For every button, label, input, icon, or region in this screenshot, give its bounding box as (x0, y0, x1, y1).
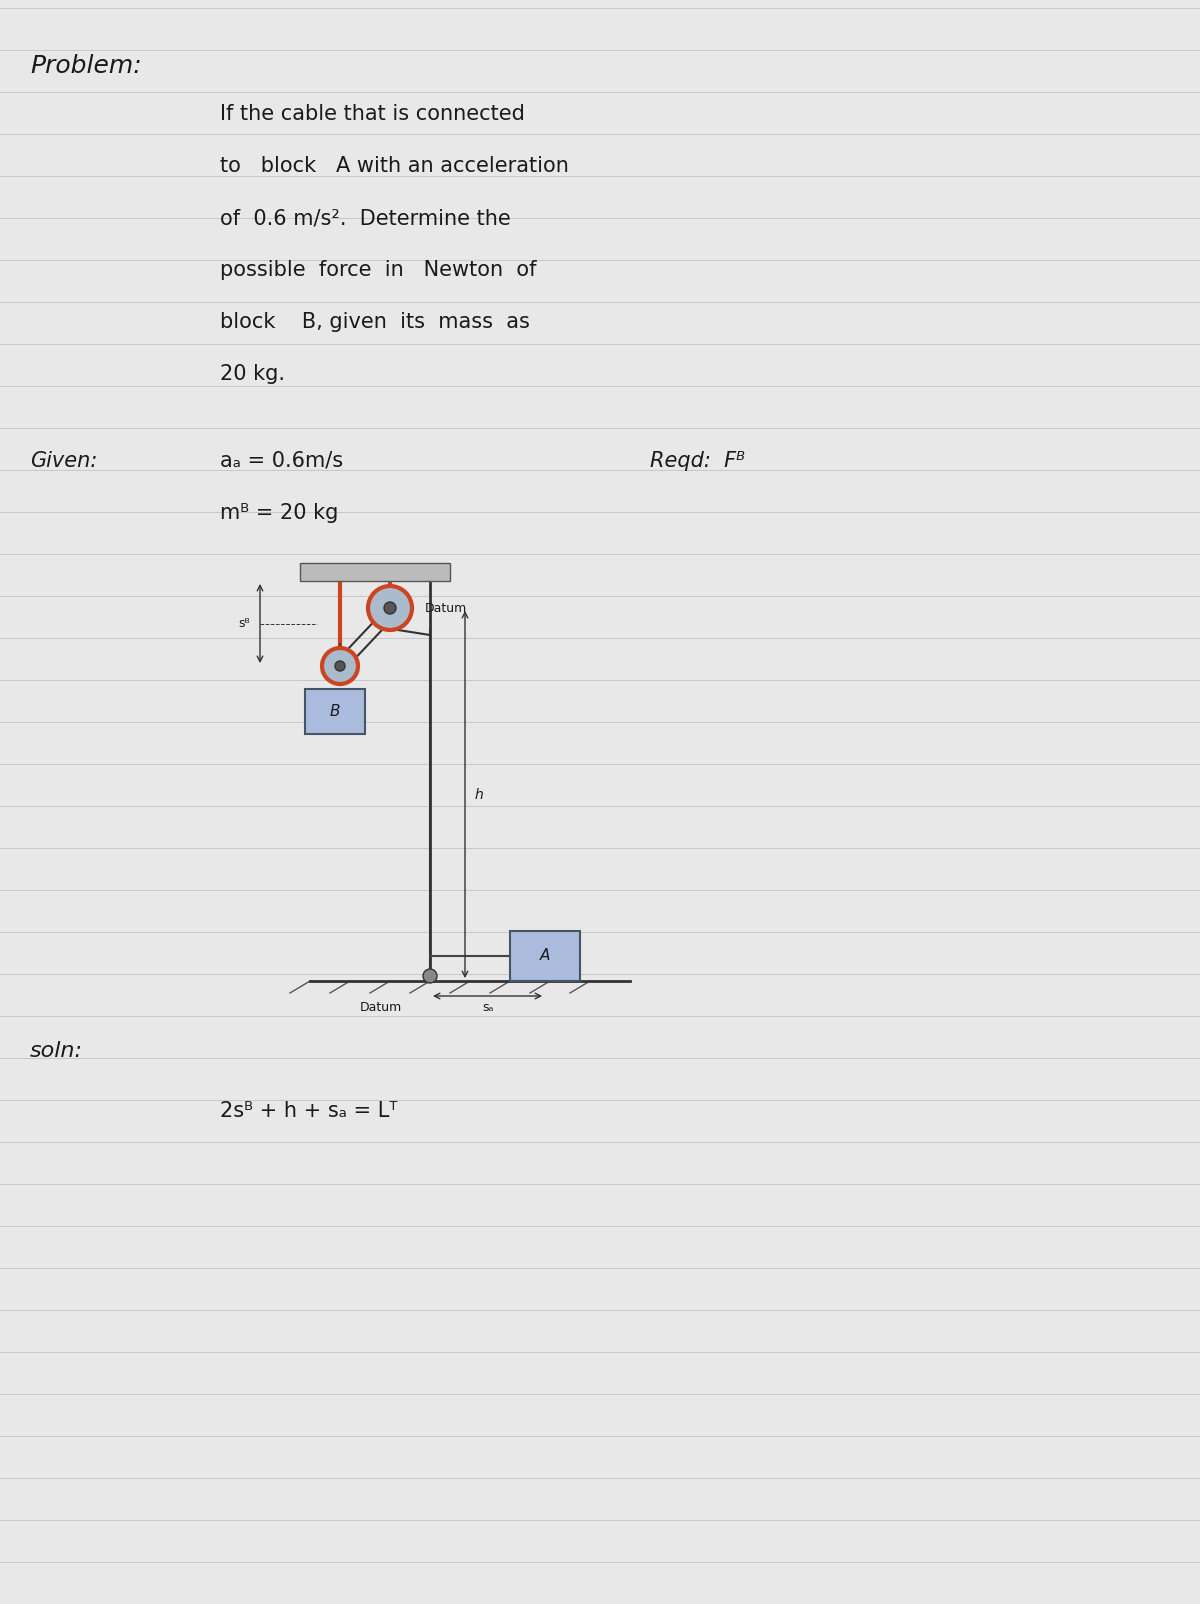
Text: mᴮ = 20 kg: mᴮ = 20 kg (220, 504, 338, 523)
Text: Datum: Datum (360, 1001, 402, 1014)
Text: to   block   A with an acceleration: to block A with an acceleration (220, 156, 569, 176)
Text: A: A (540, 948, 550, 964)
Text: Given:: Given: (30, 451, 97, 472)
Text: 2sᴮ + h + sₐ = Lᵀ: 2sᴮ + h + sₐ = Lᵀ (220, 1100, 397, 1121)
Circle shape (424, 969, 437, 983)
Text: B: B (330, 704, 341, 719)
Text: h: h (475, 788, 484, 802)
Circle shape (335, 661, 346, 670)
Text: Datum: Datum (425, 602, 467, 614)
Text: sᴮ: sᴮ (239, 618, 250, 630)
Text: soln:: soln: (30, 1041, 83, 1060)
Text: of  0.6 m/s².  Determine the: of 0.6 m/s². Determine the (220, 209, 511, 228)
Text: 20 kg.: 20 kg. (220, 364, 286, 383)
Bar (300, 563, 450, 581)
Bar (510, 930, 580, 982)
Text: block    B, given  its  mass  as: block B, given its mass as (220, 313, 530, 332)
Text: If the cable that is connected: If the cable that is connected (220, 104, 524, 124)
Circle shape (384, 602, 396, 614)
Text: aₐ = 0.6m/s: aₐ = 0.6m/s (220, 451, 343, 472)
Text: Problem:: Problem: (30, 55, 142, 79)
Text: Reqd:  Fᴮ: Reqd: Fᴮ (650, 451, 745, 472)
Text: possible  force  in   Newton  of: possible force in Newton of (220, 260, 536, 281)
Bar (305, 690, 365, 735)
Circle shape (322, 648, 358, 683)
Circle shape (368, 585, 412, 630)
Text: sₐ: sₐ (482, 1001, 493, 1014)
